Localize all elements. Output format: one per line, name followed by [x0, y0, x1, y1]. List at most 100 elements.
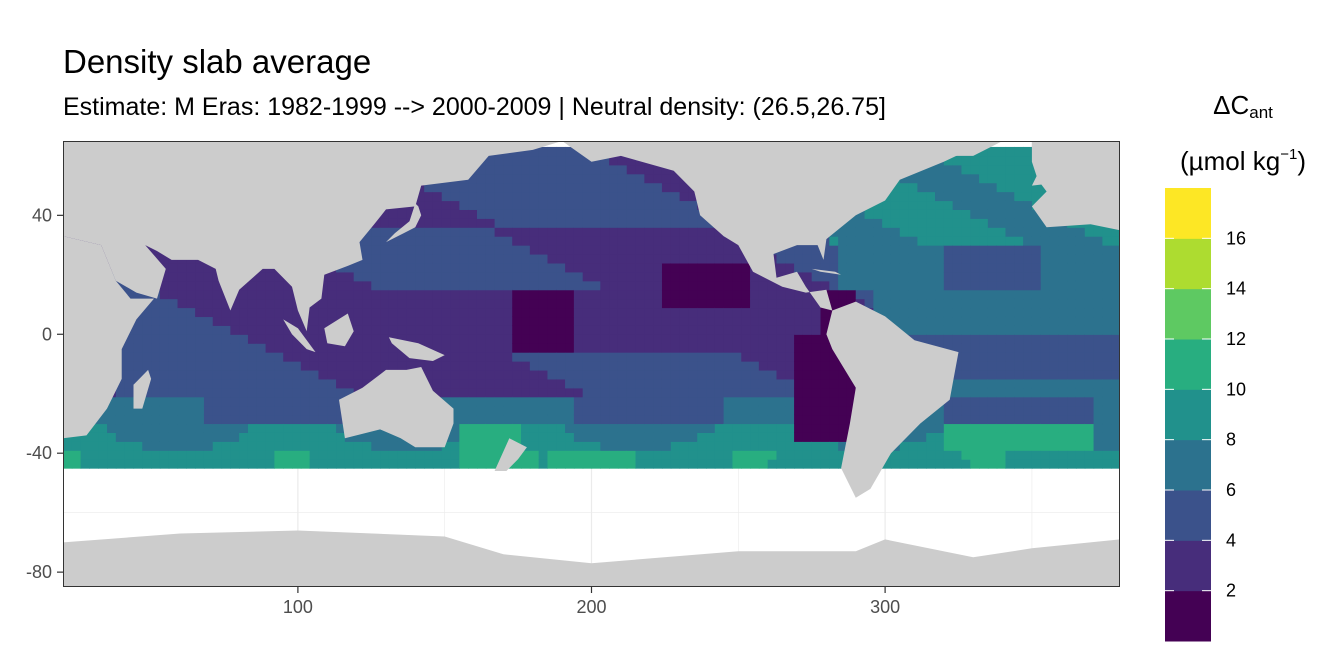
field-cell [529, 414, 540, 425]
field-cell [617, 352, 628, 362]
field-cell [1067, 369, 1077, 380]
field-cell [829, 271, 839, 282]
field-cell [274, 432, 284, 442]
field-cell [626, 334, 637, 344]
field-cell [1023, 298, 1033, 309]
field-cell [274, 334, 284, 344]
field-cell [512, 369, 522, 380]
field-cell [996, 423, 1007, 433]
field-cell [380, 218, 390, 228]
field-cell [159, 378, 170, 389]
field-cell [609, 182, 619, 193]
field-cell [855, 253, 866, 264]
field-cell [124, 387, 135, 398]
field-cell [556, 334, 566, 344]
field-cell [494, 334, 505, 344]
field-cell [168, 405, 179, 416]
field-cell [186, 387, 196, 398]
field-cell [899, 450, 910, 460]
field-cell [926, 289, 936, 300]
europe-landmass [1031, 141, 1120, 231]
field-cell [661, 245, 672, 255]
field-cell [706, 325, 716, 335]
field-cell [309, 387, 320, 398]
field-cell [353, 343, 364, 353]
field-cell [450, 316, 460, 326]
field-cell [979, 173, 989, 184]
field-cell [503, 298, 513, 309]
field-cell [741, 343, 751, 353]
field-cell [1014, 369, 1024, 380]
field-cell [397, 307, 408, 318]
field-cell [935, 262, 945, 273]
field-cell [503, 352, 513, 362]
field-cell [1093, 405, 1103, 416]
field-cell [961, 378, 971, 389]
field-cell [529, 146, 540, 157]
field-cell [706, 396, 716, 407]
field-cell [459, 227, 469, 237]
field-cell [1005, 414, 1015, 425]
field-cell [794, 316, 804, 326]
field-cell [344, 289, 355, 300]
field-cell [397, 209, 408, 219]
field-cell [873, 236, 883, 246]
field-cell [450, 325, 460, 335]
field-cell [811, 271, 822, 282]
field-cell [970, 191, 980, 202]
field-cell [785, 369, 795, 380]
field-cell [758, 432, 769, 442]
field-cell [503, 361, 513, 371]
field-cell [1067, 289, 1077, 300]
field-cell [476, 459, 487, 469]
field-cell [388, 245, 399, 255]
field-cell [547, 164, 557, 175]
field-cell [767, 325, 778, 335]
field-cell [970, 387, 980, 398]
field-cell [397, 316, 408, 326]
field-cell [468, 262, 478, 273]
field-cell [838, 405, 848, 416]
field-cell [415, 280, 425, 291]
field-cell [388, 441, 399, 451]
field-cell [1014, 325, 1024, 335]
field-cell [917, 289, 927, 300]
field-cell [274, 343, 284, 353]
field-cell [617, 450, 628, 460]
field-cell [1058, 227, 1068, 237]
field-cell [802, 423, 813, 433]
field-cell [591, 450, 601, 460]
field-cell [935, 423, 945, 433]
field-cell [168, 298, 179, 309]
field-cell [195, 352, 205, 362]
field-cell [653, 209, 663, 219]
field-cell [820, 414, 830, 425]
field-cell [935, 298, 945, 309]
field-cell [573, 352, 584, 362]
field-cell [573, 369, 584, 380]
field-cell [503, 378, 513, 389]
field-cell [661, 432, 672, 442]
field-cell [388, 262, 399, 273]
field-cell [1014, 414, 1024, 425]
field-cell [371, 369, 381, 380]
field-cell [802, 271, 813, 282]
field-cell [556, 361, 566, 371]
field-cell [476, 343, 487, 353]
field-cell [424, 191, 434, 202]
field-cell [1102, 387, 1112, 398]
field-cell [723, 245, 734, 255]
field-cell [1093, 271, 1103, 282]
field-cell [935, 280, 945, 291]
field-cell [115, 405, 126, 416]
field-cell [159, 280, 170, 291]
field-cell [212, 361, 223, 371]
field-cell [626, 343, 637, 353]
field-cell [714, 387, 725, 398]
field-cell [450, 387, 460, 398]
field-cell [230, 378, 240, 389]
field-cell [767, 432, 778, 442]
field-cell [521, 200, 531, 210]
field-cell [917, 432, 927, 442]
field-cell [961, 414, 971, 425]
